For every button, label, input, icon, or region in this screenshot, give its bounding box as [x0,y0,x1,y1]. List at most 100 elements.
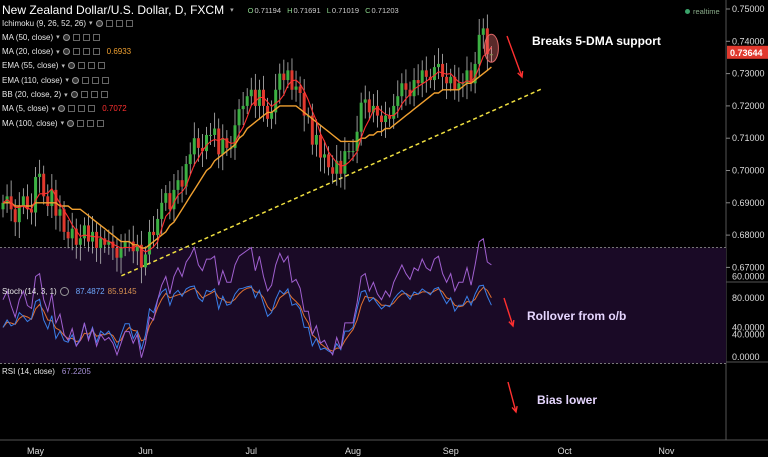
candle-body [286,70,290,81]
candle-body [432,67,436,81]
eye-icon[interactable] [59,287,69,296]
settings-icon[interactable] [77,119,85,127]
add-icon[interactable] [82,48,90,56]
eye-icon[interactable] [67,62,75,70]
chevron-down-icon[interactable]: ▾ [56,34,60,42]
chevron-down-icon[interactable]: ▾ [65,77,69,85]
chevron-down-icon[interactable]: ▾ [64,91,68,99]
price-tick-label: 0.71000 [732,133,765,143]
candle-body [213,128,217,135]
close-icon[interactable] [97,62,105,70]
candle-body [253,89,257,106]
indicator-row[interactable]: MA (50, close) ▾ [2,31,100,43]
close-icon[interactable] [125,19,133,27]
price-tick-label: 0.69000 [732,198,765,208]
indicator-value: 0.7072 [102,104,127,114]
eye-icon[interactable] [70,91,78,98]
close-icon[interactable] [92,33,100,41]
indicator-row[interactable]: MA (5, close) ▾ 0.7072 [2,103,127,115]
indicator-row[interactable]: Ichimoku (9, 26, 52, 26) ▾ [2,17,133,29]
settings-icon[interactable] [68,105,76,113]
settings-icon[interactable] [72,48,80,56]
add-icon[interactable] [115,19,123,27]
candle-body [441,63,445,77]
candle-body [363,99,367,103]
eye-icon[interactable] [62,33,70,41]
candle-body [396,96,400,106]
candle-body [74,228,78,245]
x-tick-label: May [27,446,45,456]
settings-icon[interactable] [72,33,80,41]
ohlc-readout: O0.71194 H0.71691 L0.71019 C0.71203 [247,5,399,15]
candle-body [318,134,322,158]
candle-body [400,83,404,97]
chevron-down-icon[interactable]: ▾ [61,62,65,70]
chevron-down-icon[interactable]: ▾ [60,120,65,128]
add-icon[interactable] [87,119,95,127]
chevron-down-icon[interactable]: ▾ [89,20,93,27]
indicator-row[interactable]: EMA (55, close) ▾ [2,60,105,72]
candle-body [119,248,123,258]
candle-body [392,105,396,119]
candle-body [205,134,208,152]
close-icon[interactable] [97,119,105,127]
close-icon[interactable] [88,105,96,113]
x-tick-label: Jun [138,446,153,456]
candle-body [449,76,453,84]
settings-icon[interactable] [105,19,113,27]
candle-body [270,112,274,119]
candle-body [62,209,66,232]
eye-icon[interactable] [62,48,70,56]
chevron-down-icon[interactable]: ▾ [230,7,234,14]
x-tick-label: Oct [558,446,573,456]
indicator-row[interactable]: EMA (110, close) ▾ [2,74,109,86]
candle-body [404,83,408,90]
add-icon[interactable] [78,105,86,113]
candle-body [180,180,184,187]
candle-body [282,73,286,81]
add-icon[interactable] [91,76,99,84]
candle-body [82,225,86,239]
settings-icon[interactable] [81,76,89,84]
close-icon[interactable] [101,76,109,84]
add-icon[interactable] [87,62,95,70]
indicator-row[interactable]: MA (20, close) ▾ 0.6933 [2,46,131,58]
candle-body [469,70,473,84]
candle-body [359,102,363,132]
chevron-down-icon[interactable]: ▾ [56,48,60,56]
ohlc-open: 0.71194 [254,5,281,15]
candle-body [21,196,25,207]
close-icon[interactable] [100,91,108,98]
realtime-dot-icon [685,9,690,14]
ohlc-close: 0.71203 [371,5,399,15]
candle-body [290,70,294,90]
candle-body [335,160,339,174]
settings-icon[interactable] [77,62,85,70]
candle-body [298,86,302,93]
eye-icon[interactable] [95,19,103,27]
add-icon[interactable] [82,33,90,41]
candle-body [457,83,461,90]
candle-body [123,241,127,249]
candle-body [176,180,180,190]
candle-body [42,173,46,197]
close-icon[interactable] [92,48,100,56]
indicator-row[interactable]: MA (100, close) ▾ [2,117,105,129]
indicator-label: BB (20, close, 2) [2,90,62,99]
eye-icon[interactable] [58,105,66,113]
eye-icon[interactable] [67,119,75,127]
x-tick-label: Aug [345,446,361,456]
candle-body [184,164,188,187]
eye-icon[interactable] [71,76,79,84]
indicator-row[interactable]: BB (20, close, 2) ▾ [2,89,108,101]
ohlc-low: 0.71019 [331,5,360,15]
rsi-legend-name: RSI (14, close) [2,367,55,376]
candle-body [221,138,225,155]
price-tick-label: 0.67000 [732,262,765,272]
indicator-label: MA (20, close) [2,47,54,57]
indicator-label: MA (5, close) [2,104,49,114]
add-icon[interactable] [90,91,98,98]
chevron-down-icon[interactable]: ▾ [51,105,56,113]
settings-icon[interactable] [80,91,88,98]
candle-body [249,89,253,97]
